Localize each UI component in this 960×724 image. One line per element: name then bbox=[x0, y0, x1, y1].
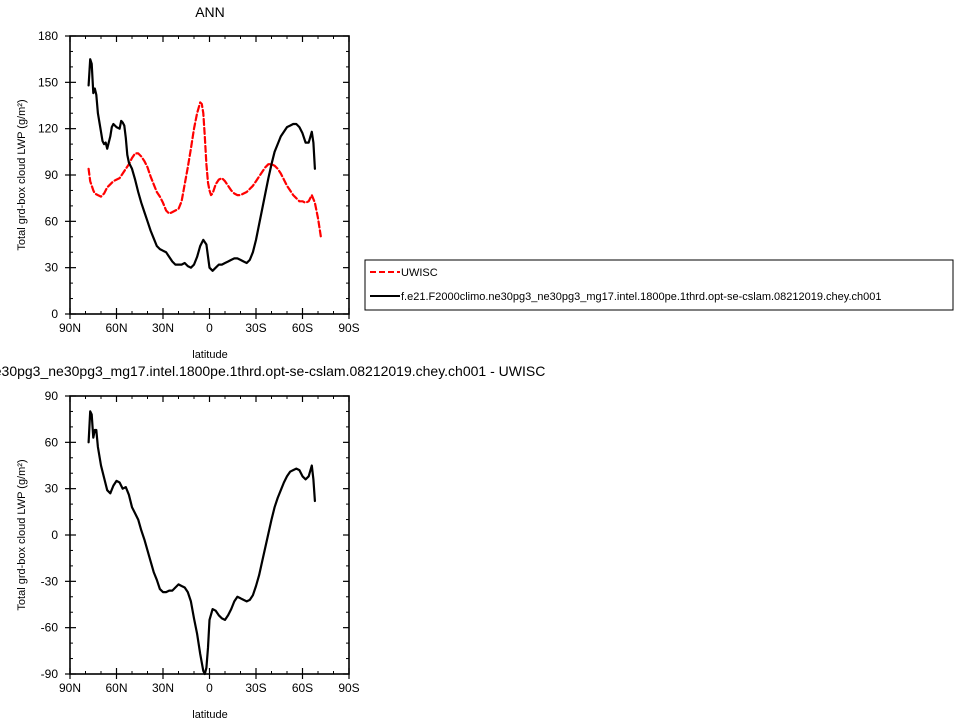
bottom-chart-title: f.e21.F2000climo.ne30pg3_ne30pg3_mg17.in… bbox=[0, 363, 545, 379]
top-x-tick-label: 30S bbox=[245, 321, 266, 335]
top-x-tick-label: 0 bbox=[206, 321, 213, 335]
bottom-x-axis-label: latitude bbox=[192, 709, 227, 721]
top-y-tick-label: 150 bbox=[38, 75, 58, 89]
top-series-0-line bbox=[87, 101, 323, 240]
bottom-y-tick-label: 0 bbox=[51, 528, 58, 542]
top-x-axis-label: latitude bbox=[192, 349, 227, 361]
top-legend: UWISC f.e21.F2000climo.ne30pg3_ne30pg3_m… bbox=[364, 259, 954, 311]
top-axis-ticks: 90N 60N 30N 0 30S 60S 90S 0 30 60 90 120 150 180 bbox=[38, 29, 360, 335]
top-y-axis-label: Total grd-box cloud LWP (g/m²) bbox=[16, 99, 28, 250]
bottom-x-tick-label: 60N bbox=[105, 681, 127, 695]
top-x-tick-label: 90S bbox=[338, 321, 359, 335]
bottom-chart: f.e21.F2000climo.ne30pg3_ne30pg3_mg17.in… bbox=[0, 363, 545, 721]
top-y-tick-label: 30 bbox=[45, 261, 59, 275]
bottom-y-tick-label: -90 bbox=[41, 667, 59, 681]
top-x-tick-label: 60N bbox=[105, 321, 127, 335]
top-plot-frame bbox=[69, 35, 350, 315]
top-chart: ANN 90N 60N 30N 0 30S 60S 90S0306090120150180 … bbox=[16, 4, 954, 361]
bottom-x-tick-label: 0 bbox=[206, 681, 213, 695]
top-y-tick-label: 180 bbox=[38, 29, 58, 43]
top-x-tick-label: 30N bbox=[152, 321, 174, 335]
bottom-y-axis-label: Total grd-box cloud LWP (g/m²) bbox=[16, 459, 28, 610]
legend-frame bbox=[364, 259, 954, 311]
bottom-x-tick-label: 60S bbox=[292, 681, 313, 695]
bottom-series-0-line bbox=[87, 410, 316, 676]
bottom-axis-ticks: 90N 60N 30N 0 30S 60S 90S -90 -60 -30 0 30 60 90 bbox=[41, 389, 360, 695]
bottom-x-tick-label: 90S bbox=[338, 681, 359, 695]
top-x-tick-label: 60S bbox=[292, 321, 313, 335]
bottom-y-tick-label: 30 bbox=[45, 482, 59, 496]
bottom-y-tick-label: 60 bbox=[45, 435, 59, 449]
bottom-y-tick-label: -30 bbox=[41, 574, 59, 588]
top-series-group bbox=[87, 58, 323, 272]
legend-label-uwisc: UWISC bbox=[401, 267, 438, 279]
legend-label-model: f.e21.F2000climo.ne30pg3_ne30pg3_mg17.in… bbox=[401, 291, 881, 303]
top-y-tick-label: 120 bbox=[38, 122, 58, 136]
bottom-x-tick-label: 30N bbox=[152, 681, 174, 695]
bottom-x-tick-label: 90N bbox=[59, 681, 81, 695]
bottom-x-tick-label: 30S bbox=[245, 681, 266, 695]
bottom-y-tick-label: 90 bbox=[45, 389, 59, 403]
top-y-tick-label: 0 bbox=[51, 307, 58, 321]
top-y-axis-label-text: Total grd-box cloud LWP (g/m²) bbox=[16, 99, 28, 250]
top-chart-title: ANN bbox=[195, 4, 225, 20]
top-y-tick-label: 90 bbox=[45, 168, 59, 182]
top-x-tick-label: 90N bbox=[59, 321, 81, 335]
bottom-series-group bbox=[87, 410, 316, 676]
top-y-tick-label: 60 bbox=[45, 214, 59, 228]
bottom-y-tick-label: -60 bbox=[41, 621, 59, 635]
bottom-y-axis-label-text: Total grd-box cloud LWP (g/m²) bbox=[16, 459, 28, 610]
top-series-1-line bbox=[87, 58, 316, 272]
